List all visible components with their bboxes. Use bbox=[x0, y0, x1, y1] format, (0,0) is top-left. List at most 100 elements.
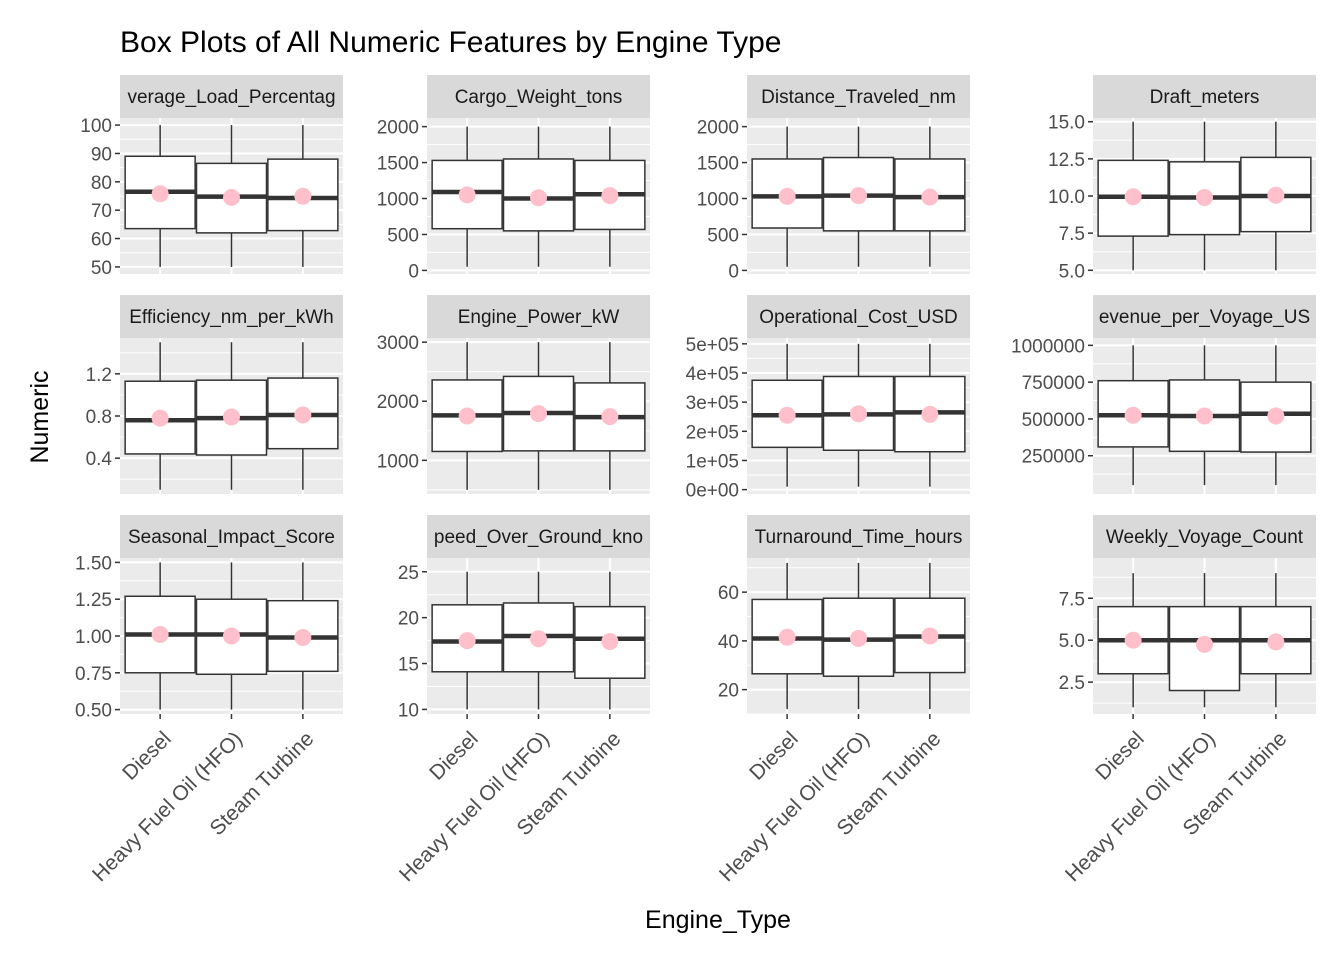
mean-point bbox=[1124, 631, 1142, 649]
box bbox=[1240, 121, 1312, 271]
box bbox=[894, 343, 966, 487]
y-tick-label: 4e+05 bbox=[686, 364, 739, 385]
box bbox=[822, 126, 895, 267]
y-tick-label: 12.5 bbox=[1048, 150, 1085, 171]
box bbox=[1168, 573, 1241, 708]
y-tick-label: 0.4 bbox=[86, 449, 113, 470]
y-tick-label: 2000 bbox=[697, 118, 739, 139]
mean-point bbox=[921, 405, 939, 423]
box bbox=[1240, 573, 1312, 708]
y-tick-label: 15.0 bbox=[1048, 113, 1085, 134]
y-tick-label: 3e+05 bbox=[686, 393, 739, 414]
facet-strip-label: Engine_Power_kW bbox=[458, 307, 620, 328]
facet-strip-label: peed_Over_Ground_kno bbox=[434, 527, 643, 548]
y-tick-label: 10.0 bbox=[1048, 187, 1085, 208]
y-tick-label: 20 bbox=[398, 609, 419, 630]
mean-point bbox=[1124, 188, 1142, 206]
box bbox=[124, 342, 196, 490]
box bbox=[822, 343, 895, 487]
mean-point bbox=[151, 185, 169, 203]
mean-point bbox=[223, 188, 240, 206]
facet-panel: Efficiency_nm_per_kWh 0.4 0.8 1.2 bbox=[86, 295, 343, 494]
facet-strip bbox=[747, 295, 970, 338]
box bbox=[431, 571, 503, 710]
facet-strip-label: Distance_Traveled_nm bbox=[761, 87, 956, 108]
box bbox=[751, 343, 823, 487]
mean-point bbox=[223, 408, 240, 426]
mean-point bbox=[778, 187, 796, 205]
box bbox=[1097, 345, 1169, 486]
mean-point bbox=[921, 188, 939, 206]
y-tick-label: 1000 bbox=[377, 451, 419, 472]
mean-point bbox=[530, 189, 547, 207]
mean-point bbox=[1196, 635, 1213, 653]
facet-strip-label: Cargo_Weight_tons bbox=[455, 87, 623, 108]
y-tick-label: 60 bbox=[91, 230, 112, 251]
y-tick-label: 15 bbox=[398, 655, 419, 676]
mean-point bbox=[778, 406, 796, 424]
y-tick-label: 1e+05 bbox=[686, 451, 739, 472]
mean-point bbox=[850, 187, 867, 205]
mean-point bbox=[151, 409, 169, 427]
mean-point bbox=[294, 187, 312, 205]
iqr-box bbox=[124, 380, 196, 455]
y-tick-label: 2e+05 bbox=[686, 422, 739, 443]
box bbox=[431, 342, 503, 490]
y-tick-label: 7.5 bbox=[1059, 589, 1085, 610]
box bbox=[822, 562, 895, 710]
box bbox=[431, 126, 503, 267]
facet-strip bbox=[1093, 75, 1316, 118]
box bbox=[502, 342, 575, 490]
y-tick-label: 3000 bbox=[377, 333, 419, 354]
mean-point bbox=[530, 405, 547, 423]
mean-point bbox=[458, 407, 476, 425]
y-tick-label: 100 bbox=[80, 116, 112, 137]
y-tick-label: 25 bbox=[398, 563, 419, 584]
x-tick-label: Diesel bbox=[1091, 727, 1149, 785]
y-tick-label: 70 bbox=[91, 201, 112, 222]
box bbox=[751, 562, 823, 710]
y-tick-label: 0.8 bbox=[86, 407, 112, 428]
mean-point bbox=[530, 630, 547, 648]
y-tick-label: 5.0 bbox=[1059, 631, 1085, 652]
y-tick-label: 2000 bbox=[377, 118, 419, 139]
box bbox=[894, 562, 966, 710]
y-tick-label: 1.2 bbox=[86, 365, 112, 386]
box bbox=[195, 562, 268, 710]
facet-grid: verage_Load_Percentag5060708090100Cargo_… bbox=[75, 75, 1316, 886]
box bbox=[502, 571, 575, 710]
box bbox=[502, 126, 575, 267]
box bbox=[574, 342, 646, 490]
y-tick-label: 1500 bbox=[377, 154, 419, 175]
box bbox=[124, 562, 196, 710]
box bbox=[195, 125, 268, 267]
box bbox=[267, 342, 339, 490]
facet-strip bbox=[427, 295, 650, 338]
facet-strip-label: Turnaround_Time_hours bbox=[755, 527, 963, 548]
y-tick-label: 1.25 bbox=[75, 590, 112, 611]
facet-strip bbox=[427, 75, 650, 118]
x-tick-label: Diesel bbox=[425, 727, 483, 785]
y-tick-label: 50 bbox=[91, 258, 112, 279]
x-tick-label: Diesel bbox=[745, 727, 803, 785]
y-tick-label: 40 bbox=[718, 632, 739, 653]
facet-panel: Draft_meters 5.0 7.5 10.0 12.5 15.0 bbox=[1048, 75, 1316, 282]
y-tick-label: 0 bbox=[728, 261, 739, 282]
box bbox=[1168, 121, 1241, 271]
y-tick-label: 500000 bbox=[1022, 410, 1085, 431]
x-tick-label: Diesel bbox=[118, 727, 176, 785]
mean-point bbox=[601, 187, 619, 205]
box bbox=[751, 126, 823, 267]
mean-point bbox=[1196, 188, 1213, 206]
box bbox=[574, 126, 646, 267]
mean-point bbox=[601, 408, 619, 426]
mean-point bbox=[458, 632, 476, 650]
x-axis-title: Engine_Type bbox=[645, 906, 791, 934]
box bbox=[1097, 573, 1169, 708]
mean-point bbox=[458, 186, 476, 204]
y-tick-label: 500 bbox=[707, 225, 739, 246]
box bbox=[267, 125, 339, 267]
box bbox=[124, 125, 196, 267]
y-tick-label: 250000 bbox=[1022, 447, 1085, 468]
